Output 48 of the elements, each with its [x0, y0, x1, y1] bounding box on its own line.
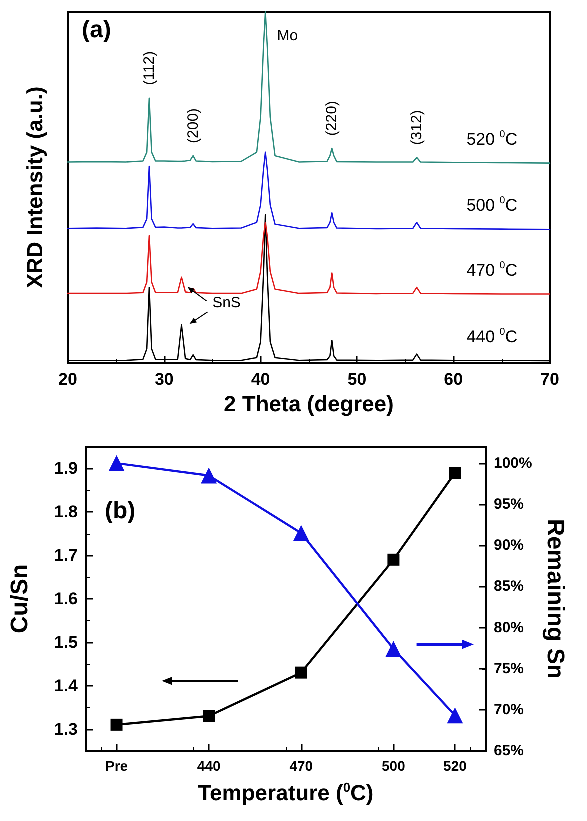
x-tick-label: 30	[154, 370, 174, 390]
point	[110, 718, 123, 731]
point	[201, 468, 218, 484]
y-tick-label: 1.6	[54, 590, 78, 608]
x-tick-label: 50	[348, 370, 367, 390]
annotation: (312)	[408, 110, 426, 146]
x-tick-label: Pre	[105, 758, 128, 774]
y-axis-title: Cu/Sn	[6, 564, 34, 634]
annotation: (220)	[324, 101, 341, 136]
y2-axis-title: Remaining Sn	[542, 518, 569, 680]
x-tick-label: 520	[444, 758, 468, 774]
y2-tick-label: 100%	[494, 454, 532, 472]
x-tick-label: 440	[197, 758, 221, 774]
x-tick-label: 40	[251, 370, 270, 390]
point	[203, 710, 216, 722]
y-tick-label: 1.4	[54, 676, 79, 696]
y-tick-label: 1.5	[54, 632, 78, 652]
y2-tick-label: 85%	[494, 578, 524, 596]
point	[108, 455, 125, 472]
y-tick-label: 1.7	[54, 546, 78, 566]
point	[388, 554, 400, 566]
y2-tick-label: 95%	[494, 496, 524, 514]
y-tick-label: 1.3	[54, 720, 78, 739]
y-tick-label: 1.9	[54, 459, 78, 478]
point	[295, 666, 308, 679]
annotation: (b)	[105, 498, 136, 524]
y2-tick-label: 70%	[494, 701, 524, 718]
annotation: (a)	[82, 16, 112, 44]
x-tick-label: 60	[444, 370, 464, 390]
y2-tick-label: 90%	[494, 537, 524, 554]
x-axis-title: 2 Theta (degree)	[224, 392, 394, 416]
x-tick-label: 20	[58, 370, 78, 390]
x-tick-label: 470	[290, 758, 314, 774]
point	[386, 641, 402, 658]
point	[447, 708, 464, 724]
y-axis-title: XRD Intensity (a.u.)	[22, 86, 48, 288]
annotation: (200)	[184, 108, 202, 144]
y2-tick-label: 80%	[494, 619, 524, 636]
y2-tick-label: 75%	[494, 660, 524, 678]
x-tick-label: 500	[382, 758, 406, 774]
annotation: Mo	[277, 28, 298, 44]
y-tick-label: 1.8	[54, 502, 78, 522]
point	[449, 467, 462, 480]
annotation: SnS	[212, 294, 241, 312]
point	[293, 525, 310, 542]
x-tick-label: 70	[540, 370, 560, 390]
y2-tick-label: 65%	[494, 742, 524, 760]
annotation: (112)	[140, 51, 158, 86]
